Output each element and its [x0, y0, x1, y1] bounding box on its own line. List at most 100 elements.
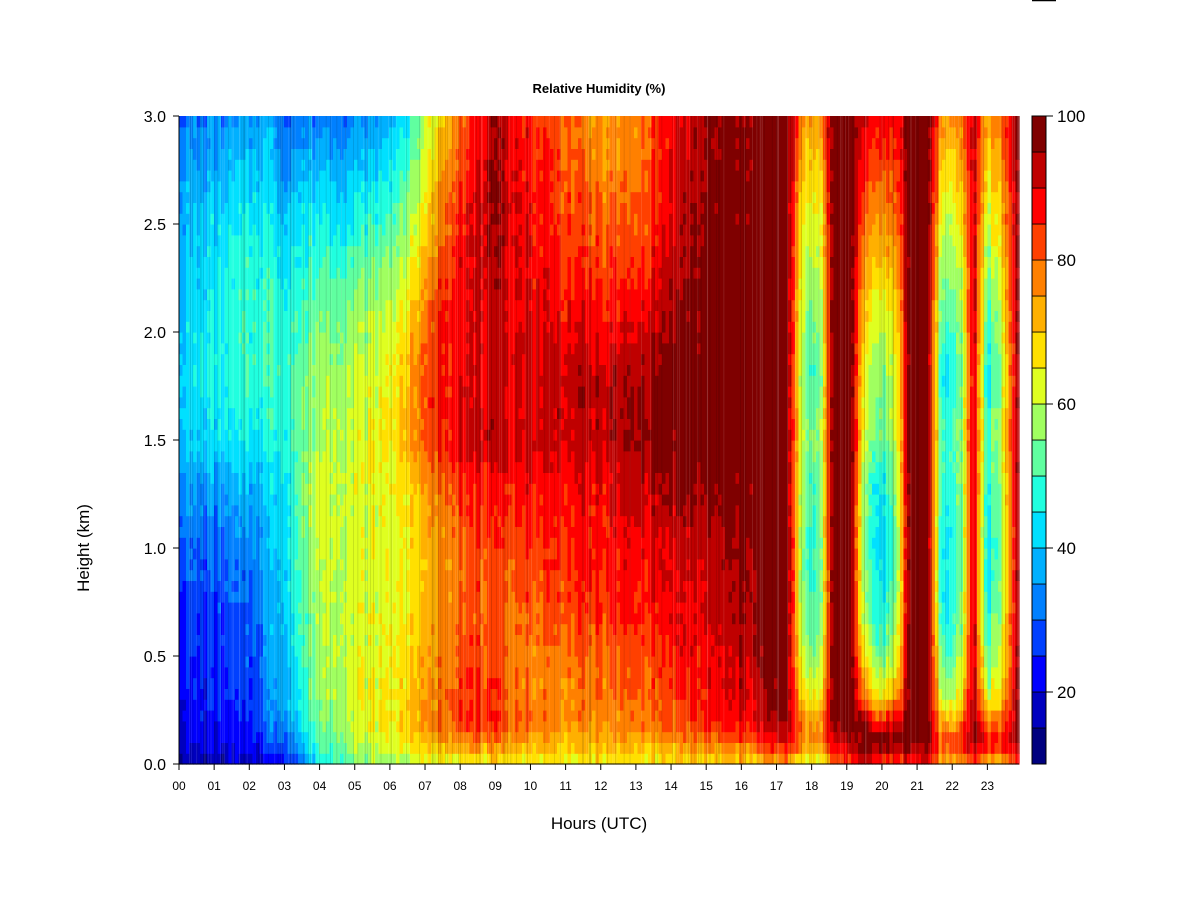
heatmap-cell [392, 202, 397, 214]
heatmap-cell [417, 148, 422, 160]
heatmap-cell [434, 742, 439, 754]
heatmap-cell [718, 645, 723, 657]
heatmap-cell [354, 753, 359, 765]
heatmap-cell [868, 515, 873, 560]
heatmap-cell [830, 267, 835, 301]
heatmap-cell [830, 170, 835, 182]
heatmap-cell [252, 483, 257, 560]
heatmap-cell [721, 753, 726, 765]
heatmap-cell [347, 407, 352, 722]
heatmap-cell [662, 666, 667, 733]
heatmap-cell [193, 677, 198, 700]
heatmap-cell [655, 494, 660, 506]
heatmap-cell [949, 224, 954, 236]
heatmap-cell [938, 396, 943, 517]
heatmap-cell [329, 461, 334, 473]
heatmap-cell [550, 472, 555, 538]
heatmap-cell [203, 569, 208, 592]
heatmap-cell [378, 699, 383, 733]
heatmap-cell [487, 429, 492, 441]
heatmap-cell [501, 180, 506, 203]
heatmap-cell [305, 461, 310, 484]
heatmap-cell [294, 710, 299, 743]
heatmap-cell [945, 677, 950, 700]
heatmap-cell [606, 310, 611, 322]
heatmap-cell [812, 116, 817, 160]
heatmap-cell [420, 440, 425, 495]
heatmap-cell [620, 407, 625, 419]
heatmap-cell [690, 580, 695, 646]
heatmap-cell [515, 234, 520, 268]
heatmap-cell [798, 699, 803, 711]
heatmap-cell [581, 234, 586, 247]
heatmap-cell [375, 386, 380, 409]
heatmap-cell [886, 720, 891, 733]
heatmap-cell [333, 342, 338, 409]
heatmap-cell [676, 612, 681, 625]
heatmap-cell [193, 580, 198, 657]
heatmap-cell [1015, 321, 1020, 333]
heatmap-cell [949, 234, 954, 290]
heatmap-cell [298, 245, 303, 257]
heatmap-cell [473, 267, 478, 311]
heatmap-cell [763, 688, 768, 733]
heatmap-cell [224, 202, 229, 268]
heatmap-cell [865, 116, 870, 128]
heatmap-cell [641, 148, 646, 160]
heatmap-cell [662, 332, 667, 344]
heatmap-cell [480, 342, 485, 355]
heatmap-cell [886, 710, 891, 722]
heatmap-cell [1001, 677, 1006, 700]
heatmap-cell [350, 440, 355, 463]
heatmap-cell [270, 634, 275, 700]
heatmap-cell [875, 180, 880, 214]
heatmap-cell [616, 321, 621, 355]
heatmap-cell [865, 699, 870, 711]
heatmap-cell [431, 677, 436, 700]
heatmap-cell [956, 353, 961, 419]
heatmap-cell [385, 180, 390, 214]
heatmap-cell [949, 537, 954, 657]
heatmap-cell [662, 548, 667, 560]
heatmap-cell [396, 699, 401, 722]
heatmap-cell [546, 558, 551, 603]
heatmap-cell [942, 288, 947, 301]
heatmap-cell [473, 375, 478, 398]
heatmap-cell [980, 688, 985, 711]
heatmap-cell [564, 699, 569, 722]
heatmap-cell [378, 472, 383, 506]
heatmap-cell [291, 450, 296, 614]
heatmap-cell [347, 137, 352, 171]
heatmap-cell [973, 623, 978, 646]
y-tick-label: 1.5 [144, 433, 166, 450]
heatmap-cell [242, 310, 247, 333]
heatmap-cell [623, 429, 628, 452]
heatmap-cell [959, 623, 964, 635]
heatmap-cell [588, 137, 593, 193]
heatmap-cell [763, 742, 768, 754]
heatmap-cell [518, 213, 523, 225]
heatmap-cell [207, 407, 212, 419]
heatmap-cell [865, 666, 870, 689]
heatmap-cell [641, 710, 646, 722]
heatmap-cell [252, 116, 257, 149]
heatmap-cell [830, 526, 835, 571]
heatmap-cell [242, 602, 247, 700]
heatmap-cell [431, 116, 436, 160]
heatmap-cell [816, 148, 821, 214]
heatmap-cell [644, 224, 649, 236]
heatmap-cell [599, 753, 604, 765]
heatmap-cell [375, 116, 380, 128]
heatmap-cell [921, 742, 926, 765]
heatmap-cell [235, 234, 240, 430]
heatmap-cell [977, 224, 982, 344]
heatmap-cell [490, 677, 495, 689]
heatmap-cell [525, 180, 530, 193]
heatmap-cell [399, 677, 404, 689]
heatmap-cell [886, 245, 891, 257]
heatmap-cell [340, 645, 345, 733]
heatmap-cell [553, 450, 558, 517]
heatmap-cell [830, 731, 835, 754]
heatmap-cell [249, 148, 254, 203]
heatmap-cell [434, 256, 439, 290]
